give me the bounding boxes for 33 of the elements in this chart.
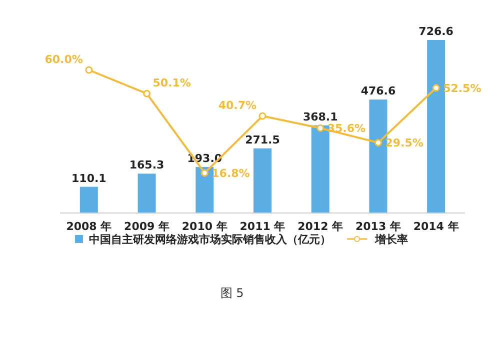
legend-label: 增长率 [374, 233, 408, 246]
point [432, 84, 440, 92]
legend-label: 中国自主研发网络游戏市场实际销售收入（亿元） [89, 233, 331, 246]
point [200, 169, 208, 177]
point [316, 124, 324, 132]
data-label: 476.6 [360, 84, 396, 98]
data-label: 271.5 [245, 133, 280, 146]
bar [427, 40, 446, 213]
x-tick-label: 2011 年 [240, 220, 286, 233]
data-label: 368.1 [302, 110, 338, 124]
bar [196, 167, 214, 213]
data-label: 60.0% [44, 53, 83, 66]
caption: 图 5 [220, 286, 244, 300]
data-label: 110.1 [72, 172, 106, 185]
x-tick-label: 2010 年 [182, 220, 228, 233]
point [85, 66, 93, 74]
x-tick-label: 2012 年 [298, 220, 344, 233]
bar [138, 174, 156, 213]
data-label: 726.6 [418, 25, 454, 38]
bar [311, 125, 330, 213]
x-tick-label: 2009 年 [124, 220, 170, 233]
x-tick-label: 2014 年 [413, 220, 459, 233]
bar [80, 186, 98, 213]
point [258, 112, 266, 120]
bar [254, 148, 272, 213]
x-tick-label: 2013 年 [355, 220, 401, 233]
x-tick-label: 2008 年 [66, 220, 112, 233]
bar [369, 100, 388, 213]
data-label: 50.1% [152, 76, 191, 90]
data-label: 40.7% [218, 99, 256, 112]
point [143, 90, 151, 98]
point [374, 138, 382, 146]
data-label: 165.3 [129, 158, 164, 172]
